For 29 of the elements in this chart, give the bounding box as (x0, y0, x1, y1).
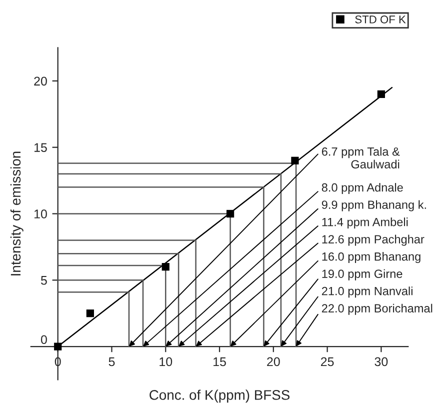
point (54, 342, 62, 350)
y-tick-label: 20 (34, 76, 47, 86)
y-tick-label: 15 (34, 143, 47, 152)
y-tick-label: 10 (34, 210, 47, 218)
annotation: 9.9 ppm Bhanang k. (322, 200, 426, 212)
y-tick-label: 0 (40, 335, 47, 344)
annotation: 8.0 ppm Adnale (322, 182, 403, 194)
x-tick-label: 25 (320, 357, 334, 366)
point (86, 310, 94, 318)
point (291, 156, 299, 164)
x-tick-label: 30 (374, 357, 388, 366)
x-tick-label: 5 (108, 357, 115, 366)
x-tick-label: 20 (267, 357, 280, 366)
x-axis-title: Conc. of K(ppm) BFSS (150, 390, 290, 403)
annotation: 22.0 ppm Borichamal (322, 304, 432, 315)
y-axis-title: Intensity of emission (10, 152, 24, 276)
annotation: 12.6 ppm Pachghar (322, 234, 424, 246)
annotation: 21.0 ppm Nanvali (322, 286, 412, 298)
x-tick-label: 15 (214, 357, 226, 366)
annotation: 16.0 ppm Bhanang (322, 252, 420, 264)
annotation: 6.7 ppm Tala & Gaulwadi (322, 147, 400, 168)
point (377, 90, 385, 98)
point (162, 263, 170, 271)
annotation: 11.4 ppm Ambeli (322, 218, 408, 229)
annotation: 19.0 ppm Girne (322, 269, 402, 280)
x-tick-label: 10 (160, 357, 172, 366)
y-tick-label: 5 (40, 276, 47, 285)
legend-label: STD OF K (355, 16, 406, 24)
point (226, 210, 234, 218)
